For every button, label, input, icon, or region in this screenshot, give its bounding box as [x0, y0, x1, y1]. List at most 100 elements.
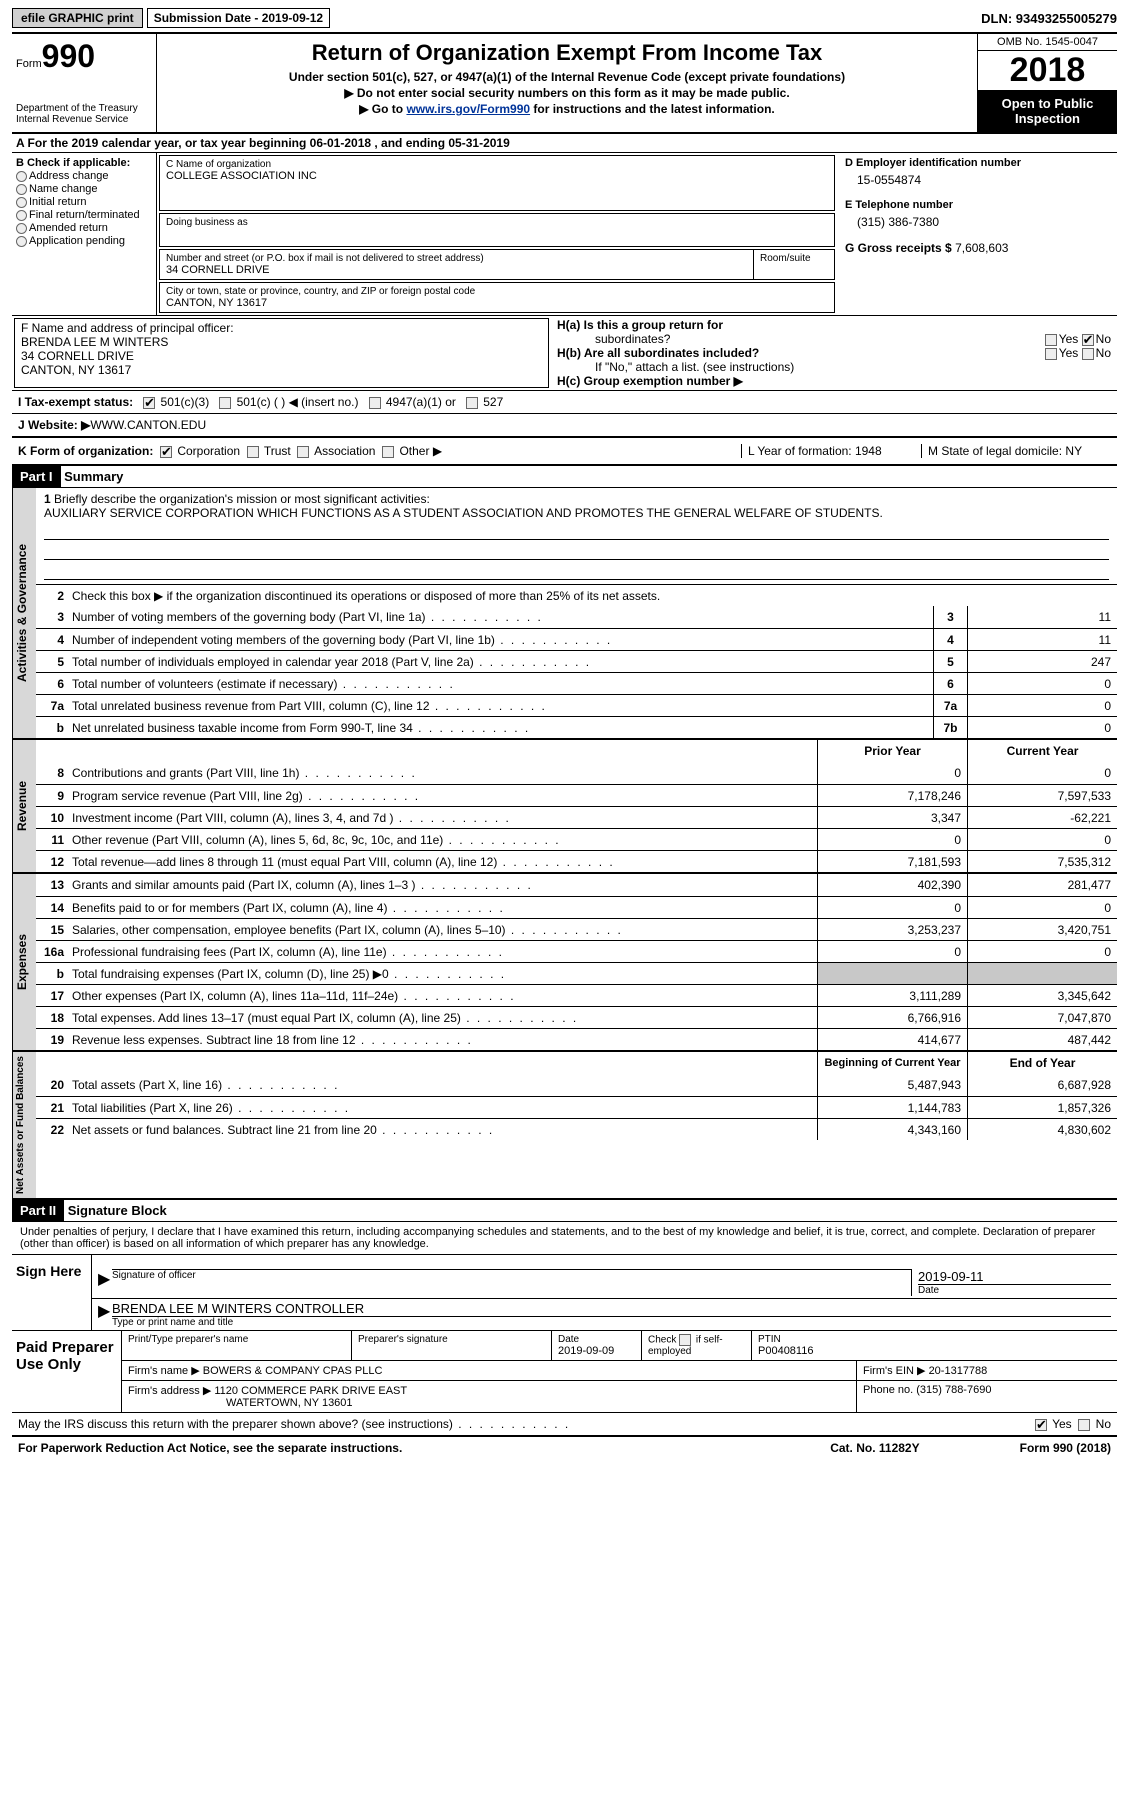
firm-addr2: WATERTOWN, NY 13601 — [226, 1397, 353, 1409]
officer-addr1: 34 CORNELL DRIVE — [21, 349, 542, 363]
cb-self-employed[interactable] — [679, 1334, 691, 1346]
table-row: 9Program service revenue (Part VIII, lin… — [36, 784, 1117, 806]
table-row: 8Contributions and grants (Part VIII, li… — [36, 762, 1117, 784]
table-row: 20Total assets (Part X, line 16)5,487,94… — [36, 1074, 1117, 1096]
table-row: 4Number of independent voting members of… — [36, 628, 1117, 650]
officer-addr2: CANTON, NY 13617 — [21, 363, 542, 377]
table-row: 18Total expenses. Add lines 13–17 (must … — [36, 1006, 1117, 1028]
balances-section: Net Assets or Fund Balances Beginning of… — [12, 1052, 1117, 1200]
ha-line: H(a) Is this a group return for — [557, 318, 1111, 332]
revenue-section: Revenue Prior YearCurrent Year 8Contribu… — [12, 740, 1117, 874]
firm-addr: 1120 COMMERCE PARK DRIVE EAST — [214, 1385, 407, 1397]
form-subtitle: Under section 501(c), 527, or 4947(a)(1)… — [167, 70, 967, 84]
cb-initial-return[interactable]: Initial return — [16, 196, 152, 208]
cb-hb-no[interactable] — [1082, 348, 1094, 360]
dept-label: Department of the Treasury Internal Reve… — [16, 103, 152, 125]
top-bar: efile GRAPHIC print Submission Date - 20… — [12, 8, 1117, 28]
firm-phone: (315) 788-7690 — [916, 1384, 991, 1396]
form-header: Form990 Department of the Treasury Inter… — [12, 32, 1117, 134]
addr-label: Number and street (or P.O. box if mail i… — [166, 253, 747, 264]
omb-number: OMB No. 1545-0047 — [978, 34, 1117, 51]
room-label: Room/suite — [760, 253, 828, 264]
form-title: Return of Organization Exempt From Incom… — [167, 40, 967, 66]
efile-button[interactable]: efile GRAPHIC print — [12, 8, 143, 28]
activities-governance-section: Activities & Governance 1 Briefly descri… — [12, 488, 1117, 740]
side-balances: Net Assets or Fund Balances — [12, 1052, 36, 1198]
sig-date: 2019-09-11 — [918, 1269, 1111, 1285]
table-row: 14Benefits paid to or for members (Part … — [36, 896, 1117, 918]
submission-date: Submission Date - 2019-09-12 — [147, 8, 330, 28]
cb-ha-yes[interactable] — [1045, 334, 1057, 346]
cb-hb-yes[interactable] — [1045, 348, 1057, 360]
table-row: 3Number of voting members of the governi… — [36, 606, 1117, 628]
irs-link[interactable]: www.irs.gov/Form990 — [406, 102, 530, 116]
officer-name: BRENDA LEE M WINTERS — [21, 335, 542, 349]
open-public-badge: Open to Public Inspection — [978, 90, 1117, 132]
dln: DLN: 93493255005279 — [981, 11, 1117, 26]
row-i: I Tax-exempt status: 501(c)(3) 501(c) ( … — [12, 391, 1117, 414]
tax-year: 2018 — [978, 51, 1117, 90]
privacy-note: ▶ Do not enter social security numbers o… — [167, 86, 967, 100]
cb-4947[interactable] — [369, 397, 381, 409]
street-address: 34 CORNELL DRIVE — [166, 264, 747, 276]
cb-discuss-yes[interactable] — [1035, 1419, 1047, 1431]
cb-527[interactable] — [466, 397, 478, 409]
telephone: (315) 386-7380 — [857, 215, 1109, 229]
dba-label: Doing business as — [166, 217, 828, 228]
table-row: 12Total revenue—add lines 8 through 11 (… — [36, 850, 1117, 872]
row-k: K Form of organization: Corporation Trus… — [12, 437, 1117, 466]
col-b-label: B Check if applicable: — [16, 157, 152, 169]
cb-name-change[interactable]: Name change — [16, 183, 152, 195]
cb-ha-no[interactable] — [1082, 334, 1094, 346]
firm-ein: 20-1317788 — [929, 1365, 988, 1377]
table-row: 7aTotal unrelated business revenue from … — [36, 694, 1117, 716]
table-row: bTotal fundraising expenses (Part IX, co… — [36, 962, 1117, 984]
org-name: COLLEGE ASSOCIATION INC — [166, 170, 828, 182]
row-f-h: F Name and address of principal officer:… — [12, 316, 1117, 391]
col-b: B Check if applicable: Address change Na… — [12, 153, 157, 315]
city-label: City or town, state or province, country… — [166, 286, 828, 297]
section-a: A For the 2019 calendar year, or tax yea… — [12, 134, 1117, 153]
gross-receipts: G Gross receipts $ 7,608,603 — [845, 241, 1109, 255]
side-expenses: Expenses — [12, 874, 36, 1050]
hc-line: H(c) Group exemption number ▶ — [557, 374, 1111, 388]
cb-final-return[interactable]: Final return/terminated — [16, 209, 152, 221]
cb-discuss-no[interactable] — [1078, 1419, 1090, 1431]
cb-application-pending[interactable]: Application pending — [16, 235, 152, 247]
cb-501c[interactable] — [219, 397, 231, 409]
mission-text: AUXILIARY SERVICE CORPORATION WHICH FUNC… — [44, 506, 883, 520]
instructions-link-line: ▶ Go to www.irs.gov/Form990 for instruct… — [167, 102, 967, 116]
table-row: 21Total liabilities (Part X, line 26)1,1… — [36, 1096, 1117, 1118]
year-formation: L Year of formation: 1948 — [741, 444, 921, 458]
city-state-zip: CANTON, NY 13617 — [166, 297, 828, 309]
hb-line: H(b) Are all subordinates included? — [557, 346, 759, 360]
col-c: C Name of organization COLLEGE ASSOCIATI… — [157, 153, 837, 315]
footer: For Paperwork Reduction Act Notice, see … — [12, 1435, 1117, 1459]
cb-address-change[interactable]: Address change — [16, 170, 152, 182]
cb-trust[interactable] — [247, 446, 259, 458]
cb-amended-return[interactable]: Amended return — [16, 222, 152, 234]
table-row: 19Revenue less expenses. Subtract line 1… — [36, 1028, 1117, 1050]
ein-label: D Employer identification number — [845, 157, 1109, 169]
cb-assoc[interactable] — [297, 446, 309, 458]
org-name-label: C Name of organization — [166, 159, 828, 170]
table-row: 16aProfessional fundraising fees (Part I… — [36, 940, 1117, 962]
side-revenue: Revenue — [12, 740, 36, 872]
table-row: 13Grants and similar amounts paid (Part … — [36, 874, 1117, 896]
cb-501c3[interactable] — [143, 397, 155, 409]
officer-print-name: BRENDA LEE M WINTERS CONTROLLER — [112, 1301, 1111, 1317]
cb-corp[interactable] — [160, 446, 172, 458]
discuss-row: May the IRS discuss this return with the… — [12, 1412, 1117, 1435]
cb-other[interactable] — [382, 446, 394, 458]
declaration: Under penalties of perjury, I declare th… — [12, 1222, 1117, 1254]
tel-label: E Telephone number — [845, 199, 1109, 211]
ptin: P00408116 — [758, 1345, 1111, 1357]
state-domicile: M State of legal domicile: NY — [921, 444, 1111, 458]
col-d: D Employer identification number 15-0554… — [837, 153, 1117, 315]
hb-note: If "No," attach a list. (see instruction… — [595, 360, 1111, 374]
table-row: 15Salaries, other compensation, employee… — [36, 918, 1117, 940]
preparer-row: Paid Preparer Use Only Print/Type prepar… — [12, 1330, 1117, 1412]
table-row: 6Total number of volunteers (estimate if… — [36, 672, 1117, 694]
form-label: Form — [16, 58, 42, 70]
table-row: 10Investment income (Part VIII, column (… — [36, 806, 1117, 828]
